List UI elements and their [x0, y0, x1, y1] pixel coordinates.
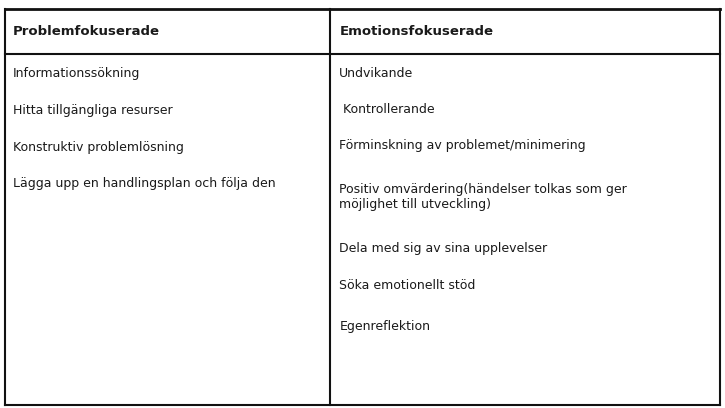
Text: Förminskning av problemet/minimering: Förminskning av problemet/minimering	[339, 139, 586, 152]
Text: Dela med sig av sina upplevelser: Dela med sig av sina upplevelser	[339, 242, 547, 255]
Text: Emotionsfokuserade: Emotionsfokuserade	[339, 25, 493, 38]
Text: Söka emotionellt stöd: Söka emotionellt stöd	[339, 279, 476, 293]
Text: Informationssökning: Informationssökning	[13, 67, 141, 80]
Text: Egenreflektion: Egenreflektion	[339, 320, 431, 333]
Text: Problemfokuserade: Problemfokuserade	[13, 25, 160, 38]
Text: Kontrollerande: Kontrollerande	[339, 103, 435, 116]
Text: Konstruktiv problemlösning: Konstruktiv problemlösning	[13, 141, 184, 154]
Text: Undvikande: Undvikande	[339, 67, 413, 80]
Text: Lägga upp en handlingsplan och följa den: Lägga upp en handlingsplan och följa den	[13, 177, 276, 191]
Text: Hitta tillgängliga resurser: Hitta tillgängliga resurser	[13, 104, 173, 117]
Text: Positiv omvärdering(händelser tolkas som ger
möjlighet till utveckling): Positiv omvärdering(händelser tolkas som…	[339, 183, 627, 211]
